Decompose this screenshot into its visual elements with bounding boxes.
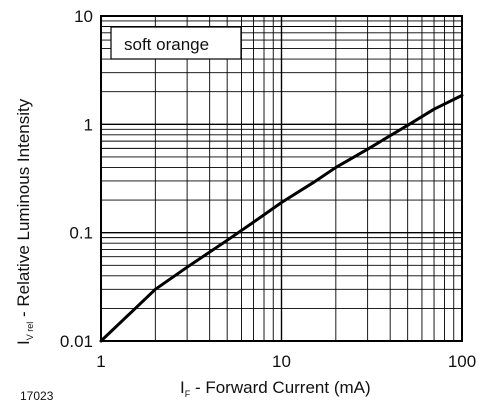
x-axis-title-main: I (180, 378, 185, 397)
x-axis-title-rest: - Forward Current (mA) (190, 378, 370, 397)
y-axis-title-sub: V rel (25, 322, 35, 341)
tick-labels: 1 10 100 10 1 0.1 0.01 (60, 7, 476, 371)
x-axis-title-sub: F (185, 389, 191, 399)
y-axis-title-main: I (14, 340, 33, 345)
x-tick-label: 10 (272, 352, 291, 371)
x-tick-label: 100 (448, 352, 476, 371)
plot-frame (100, 15, 463, 342)
x-axis-title: IF - Forward Current (mA) (180, 378, 371, 399)
y-tick-label: 0.01 (60, 332, 93, 351)
y-tick-label: 10 (74, 7, 93, 26)
y-tick-label: 1 (84, 115, 93, 134)
grid (101, 16, 462, 341)
figure-number: 17023 (20, 389, 54, 403)
series-layer (99, 93, 464, 343)
x-tick-label: 1 (96, 352, 105, 371)
y-axis-title: IV rel - Relative Luminous Intensity (14, 98, 35, 345)
legend-box (110, 26, 242, 60)
legend-label: soft orange (124, 35, 209, 54)
y-axis-title-rest: - Relative Luminous Intensity (14, 98, 33, 321)
y-tick-label: 0.1 (69, 224, 93, 243)
series-line (99, 93, 464, 343)
legend: soft orange (110, 26, 242, 60)
